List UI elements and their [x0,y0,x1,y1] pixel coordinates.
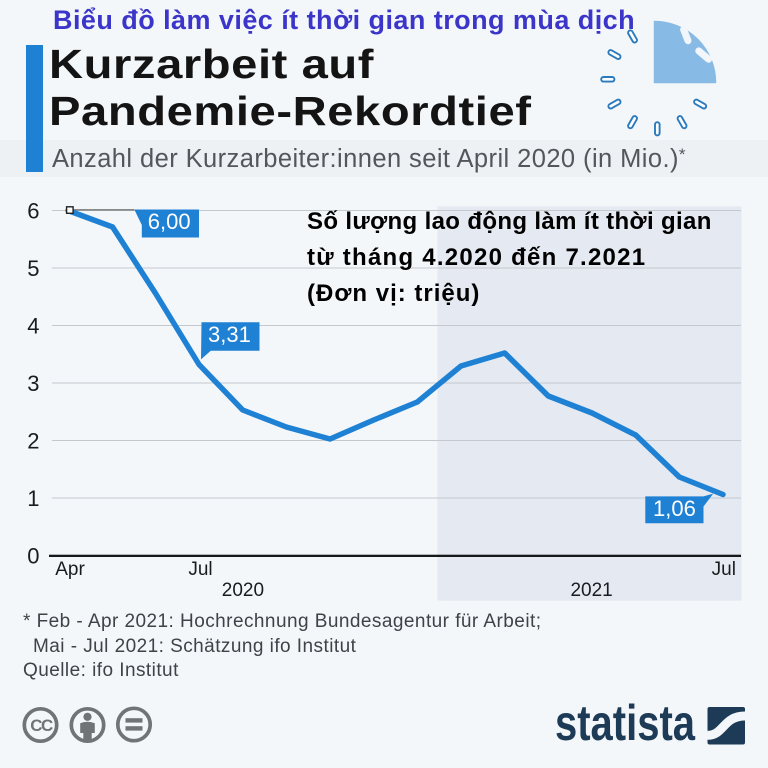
svg-text:Jul: Jul [712,559,736,580]
svg-text:statista: statista [555,695,696,751]
svg-text:2: 2 [27,429,39,454]
svg-text:3,31: 3,31 [208,322,251,347]
svg-text:6: 6 [27,199,39,224]
svg-text:6,00: 6,00 [148,209,191,234]
svg-text:5: 5 [27,256,39,281]
svg-text:3: 3 [27,371,39,396]
svg-text:Jul: Jul [188,559,212,580]
svg-text:4: 4 [27,314,39,339]
svg-text:2021: 2021 [570,580,612,601]
svg-text:1: 1 [27,486,39,511]
svg-text:2020: 2020 [222,580,264,601]
svg-text:0: 0 [27,544,39,569]
svg-text:CC: CC [30,716,53,735]
svg-text:Apr: Apr [55,559,85,580]
svg-text:1,06: 1,06 [653,496,696,521]
